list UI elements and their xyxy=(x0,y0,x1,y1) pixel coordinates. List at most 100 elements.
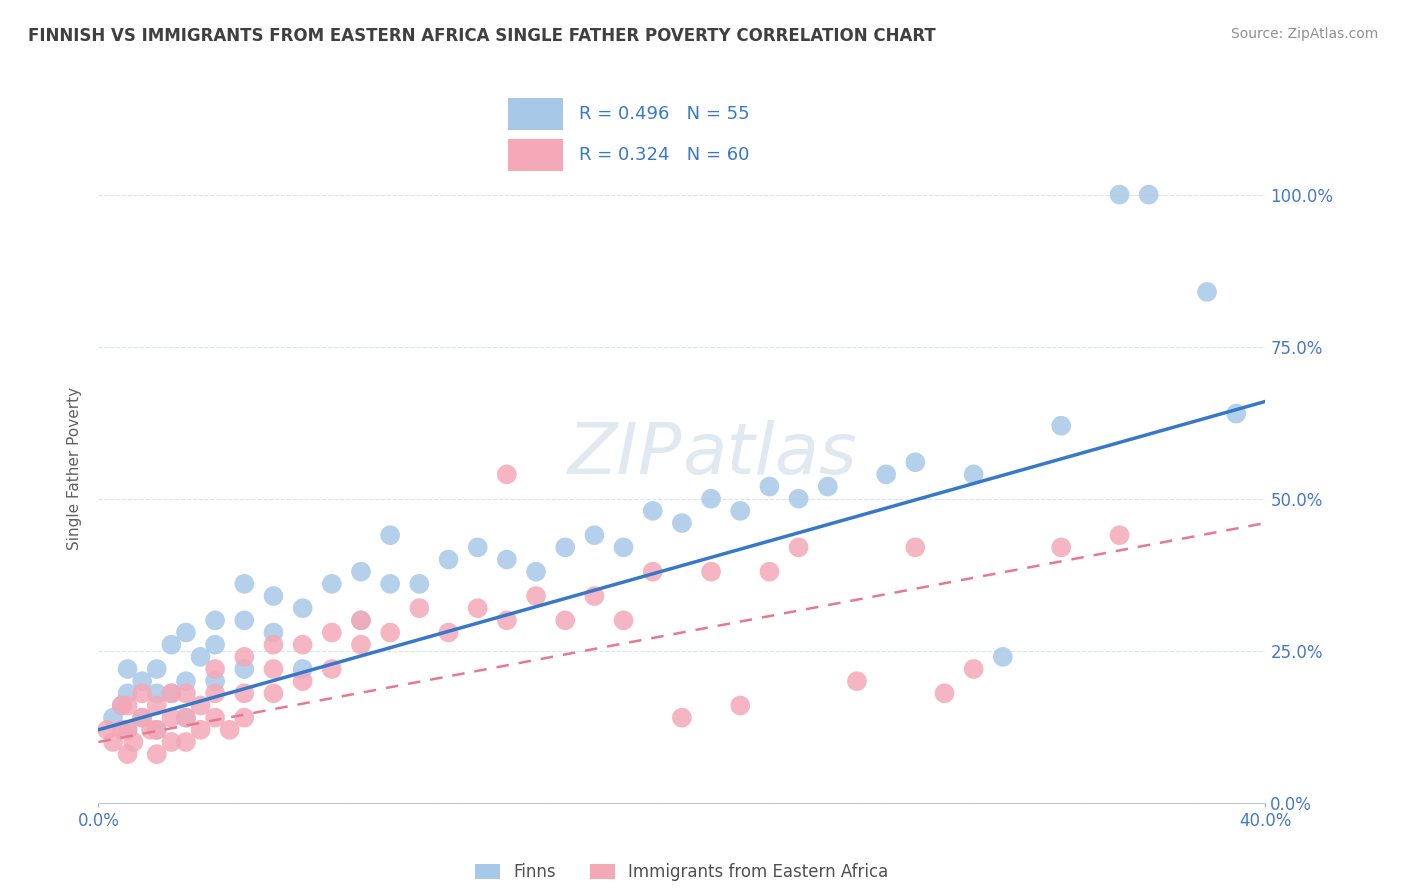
Point xyxy=(641,504,664,518)
Point xyxy=(321,662,343,676)
Point xyxy=(174,711,197,725)
Text: ZIP: ZIP xyxy=(568,420,682,490)
Point xyxy=(554,541,576,555)
Point xyxy=(174,686,197,700)
Point xyxy=(111,698,134,713)
Point xyxy=(160,711,183,725)
Point xyxy=(671,711,693,725)
Point xyxy=(262,589,284,603)
Point xyxy=(350,613,373,627)
Point xyxy=(204,662,226,676)
Point xyxy=(117,747,139,761)
Point xyxy=(641,565,664,579)
Point xyxy=(728,698,751,713)
Point xyxy=(204,613,226,627)
Point xyxy=(190,649,212,664)
Point xyxy=(262,662,284,676)
Point xyxy=(378,528,402,542)
Point xyxy=(962,662,984,676)
Point xyxy=(233,711,256,725)
Text: atlas: atlas xyxy=(682,420,856,490)
Point xyxy=(174,711,197,725)
FancyBboxPatch shape xyxy=(508,139,562,171)
Point xyxy=(495,613,517,627)
Point xyxy=(174,625,197,640)
Point xyxy=(160,638,183,652)
Point xyxy=(467,541,489,555)
Point xyxy=(321,577,343,591)
Point xyxy=(204,711,226,725)
Point xyxy=(758,565,780,579)
Point xyxy=(1108,187,1130,202)
Point xyxy=(671,516,693,530)
Point xyxy=(408,577,430,591)
Point xyxy=(291,662,314,676)
Point xyxy=(437,552,460,566)
Point xyxy=(160,735,183,749)
Point xyxy=(117,698,139,713)
Text: Source: ZipAtlas.com: Source: ZipAtlas.com xyxy=(1230,27,1378,41)
Point xyxy=(160,686,183,700)
Point xyxy=(131,711,153,725)
Point xyxy=(904,455,927,469)
Point xyxy=(190,698,212,713)
Point xyxy=(495,552,517,566)
Point xyxy=(233,686,256,700)
Text: R = 0.324   N = 60: R = 0.324 N = 60 xyxy=(579,146,749,164)
Point xyxy=(787,541,810,555)
Point xyxy=(1195,285,1218,299)
Point xyxy=(1225,407,1247,421)
Point xyxy=(96,723,118,737)
Point xyxy=(131,686,153,700)
Text: FINNISH VS IMMIGRANTS FROM EASTERN AFRICA SINGLE FATHER POVERTY CORRELATION CHAR: FINNISH VS IMMIGRANTS FROM EASTERN AFRIC… xyxy=(28,27,936,45)
Point xyxy=(291,601,314,615)
Point xyxy=(728,504,751,518)
Point xyxy=(146,723,169,737)
Point xyxy=(583,528,606,542)
Point xyxy=(437,625,460,640)
Point xyxy=(1108,528,1130,542)
Point xyxy=(962,467,984,482)
Point xyxy=(1137,187,1160,202)
Point xyxy=(174,735,197,749)
Point xyxy=(111,723,134,737)
Point xyxy=(190,723,212,737)
Point xyxy=(817,479,839,493)
Point xyxy=(146,662,169,676)
Point xyxy=(408,601,430,615)
Point xyxy=(204,674,226,689)
Point xyxy=(467,601,489,615)
Point xyxy=(612,541,634,555)
Point xyxy=(612,613,634,627)
Point xyxy=(291,638,314,652)
Point xyxy=(101,711,124,725)
Point xyxy=(758,479,780,493)
Point xyxy=(787,491,810,506)
Point xyxy=(262,686,284,700)
Point xyxy=(122,735,145,749)
Point xyxy=(233,613,256,627)
FancyBboxPatch shape xyxy=(508,98,562,130)
Point xyxy=(934,686,956,700)
Point xyxy=(350,638,373,652)
Point xyxy=(875,467,897,482)
Point xyxy=(233,649,256,664)
Point xyxy=(233,577,256,591)
Point xyxy=(218,723,240,737)
Point xyxy=(321,625,343,640)
Point xyxy=(146,723,169,737)
Point xyxy=(554,613,576,627)
Legend: Finns, Immigrants from Eastern Africa: Finns, Immigrants from Eastern Africa xyxy=(468,857,896,888)
Point xyxy=(378,625,402,640)
Point xyxy=(101,735,124,749)
Point xyxy=(378,577,402,591)
Point xyxy=(139,723,162,737)
Point xyxy=(524,565,547,579)
Point xyxy=(233,662,256,676)
Point xyxy=(174,674,197,689)
Point xyxy=(117,723,139,737)
Point xyxy=(117,723,139,737)
Point xyxy=(160,686,183,700)
Point xyxy=(1050,541,1073,555)
Y-axis label: Single Father Poverty: Single Father Poverty xyxy=(67,387,83,549)
